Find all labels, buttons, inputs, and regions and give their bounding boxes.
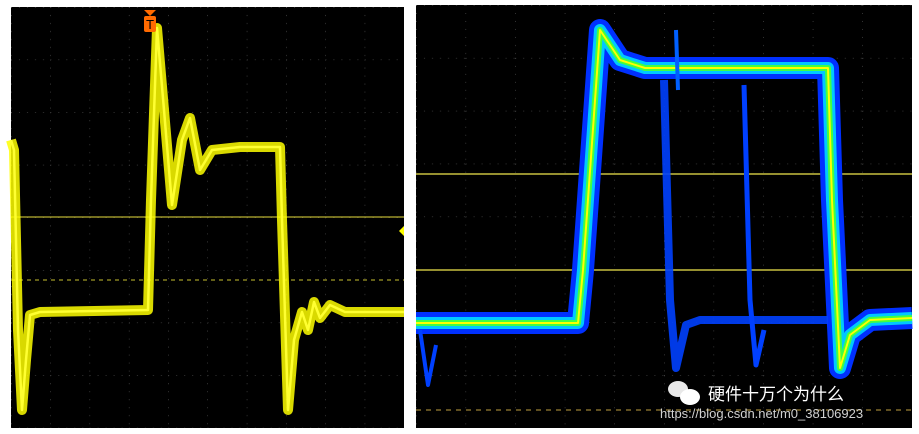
trigger-marker: T [144, 10, 156, 32]
wechat-icon [668, 380, 702, 405]
right-scope [416, 5, 913, 428]
level-marker-icon [399, 226, 404, 236]
svg-text:T: T [145, 18, 154, 32]
watermark: 硬件十万个为什么 [668, 380, 844, 405]
watermark-title: 硬件十万个为什么 [708, 385, 844, 405]
watermark-url: https://blog.csdn.net/m0_38106923 [660, 406, 864, 421]
left-scope: T [6, 7, 404, 428]
persistence-waveform [416, 19, 913, 387]
